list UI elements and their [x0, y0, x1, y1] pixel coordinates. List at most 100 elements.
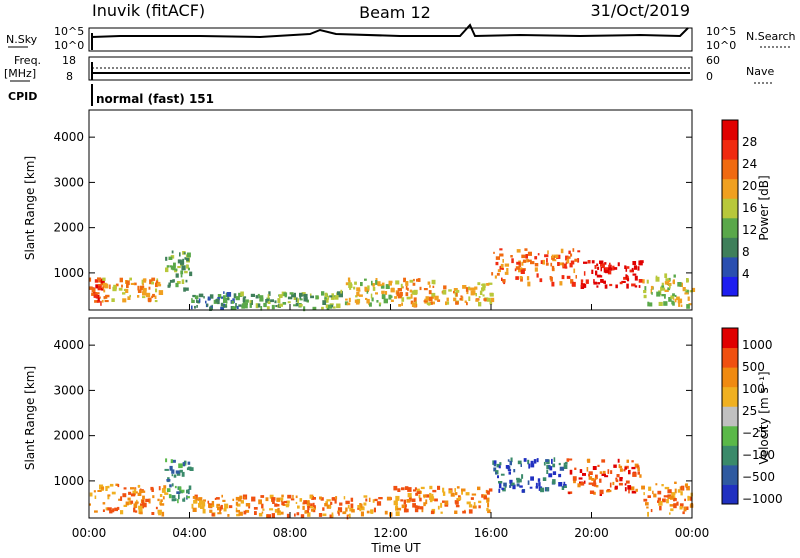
power-cell	[472, 291, 476, 295]
power-cell	[516, 249, 521, 253]
power-cell	[562, 263, 567, 269]
power-cell	[331, 293, 334, 298]
velocity-cell	[419, 497, 422, 502]
power-cell	[227, 296, 230, 299]
velocity-cell	[594, 477, 598, 480]
power-cell	[127, 296, 131, 300]
power-cell	[324, 293, 328, 298]
power-cell	[295, 302, 299, 307]
velocity-cell	[631, 460, 634, 463]
power-cell	[258, 295, 264, 298]
power-cell	[168, 282, 171, 287]
velocity-colorbar-swatch	[722, 464, 738, 485]
y-tick-label: 2000	[53, 221, 84, 235]
velocity-cell	[568, 492, 571, 495]
velocity-cell	[228, 505, 233, 509]
power-cell	[377, 284, 382, 287]
velocity-cell	[350, 497, 354, 502]
power-cell	[198, 298, 201, 303]
power-cell	[518, 262, 522, 267]
velocity-cell	[468, 509, 473, 514]
power-cell	[375, 292, 378, 295]
velocity-cell	[101, 486, 105, 490]
power-cell	[625, 268, 628, 272]
velocity-cell	[163, 485, 167, 489]
power-cell	[183, 252, 186, 255]
power-cell	[367, 285, 370, 290]
velocity-cell	[260, 495, 265, 498]
velocity-cell	[595, 485, 599, 488]
power-cell	[366, 298, 370, 304]
velocity-cell	[107, 485, 110, 489]
x-tick-label: 16:00	[474, 526, 509, 540]
velocity-cell	[155, 506, 158, 510]
power-cell	[303, 293, 308, 298]
velocity-cell	[337, 507, 343, 513]
power-cell	[608, 267, 613, 271]
power-colorbar-tick: 20	[742, 179, 757, 193]
power-cell	[186, 252, 191, 258]
power-cell	[569, 262, 573, 268]
velocity-cell	[501, 487, 504, 490]
velocity-cell	[366, 510, 370, 514]
velocity-cell	[342, 511, 346, 515]
power-cell	[236, 305, 239, 309]
velocity-cell	[673, 498, 677, 501]
velocity-cell	[360, 503, 363, 509]
velocity-cell	[521, 474, 524, 479]
velocity-cell	[117, 484, 120, 488]
velocity-cell	[444, 500, 449, 505]
nave-label: Nave	[746, 65, 774, 78]
velocity-cell	[604, 475, 609, 478]
velocity-cell	[363, 495, 368, 498]
power-cell	[370, 293, 373, 299]
power-cell	[401, 297, 405, 302]
power-cell	[608, 264, 612, 269]
velocity-cell	[338, 513, 340, 516]
velocity-cell	[592, 466, 597, 470]
velocity-cell	[396, 507, 402, 511]
power-cell	[182, 258, 184, 263]
velocity-cell	[624, 467, 627, 470]
power-cell	[142, 283, 144, 286]
velocity-cell	[309, 495, 313, 499]
power-cell	[540, 260, 543, 264]
power-cell	[407, 287, 409, 291]
power-cell	[123, 288, 126, 292]
power-cell	[196, 299, 198, 303]
power-cell	[185, 279, 188, 283]
power-colorbar-swatch	[722, 237, 738, 258]
power-cell	[89, 286, 93, 290]
velocity-cell	[679, 503, 684, 507]
velocity-cell	[434, 498, 438, 502]
power-cell	[580, 279, 584, 283]
power-cell	[287, 296, 293, 300]
power-cell	[547, 250, 549, 255]
power-cell	[126, 280, 130, 286]
velocity-cell	[330, 501, 333, 505]
power-cell	[413, 297, 417, 303]
velocity-cell	[607, 489, 610, 492]
velocity-cell	[498, 488, 501, 493]
power-cell	[684, 292, 689, 295]
freq-panel: Freq. [MHz] 18 8 60 0 Nave	[4, 54, 774, 84]
power-cell	[566, 256, 571, 259]
velocity-cell	[262, 508, 265, 511]
power-cell	[378, 303, 381, 307]
velocity-cell	[478, 500, 482, 504]
power-cell	[348, 297, 351, 302]
power-cell	[312, 306, 317, 311]
nsearch-label: N.Search	[746, 30, 796, 43]
velocity-cell	[347, 514, 350, 517]
power-cell	[658, 301, 663, 306]
velocity-cell	[183, 497, 186, 502]
power-cell	[478, 301, 482, 307]
velocity-cell	[444, 503, 449, 507]
power-cell	[429, 285, 431, 288]
power-cell	[678, 302, 681, 307]
power-cell	[282, 302, 287, 305]
velocity-cell	[430, 496, 435, 501]
nsky-tick-hi: 10^5	[54, 25, 84, 38]
velocity-cell	[432, 489, 437, 493]
velocity-cell	[548, 465, 551, 469]
